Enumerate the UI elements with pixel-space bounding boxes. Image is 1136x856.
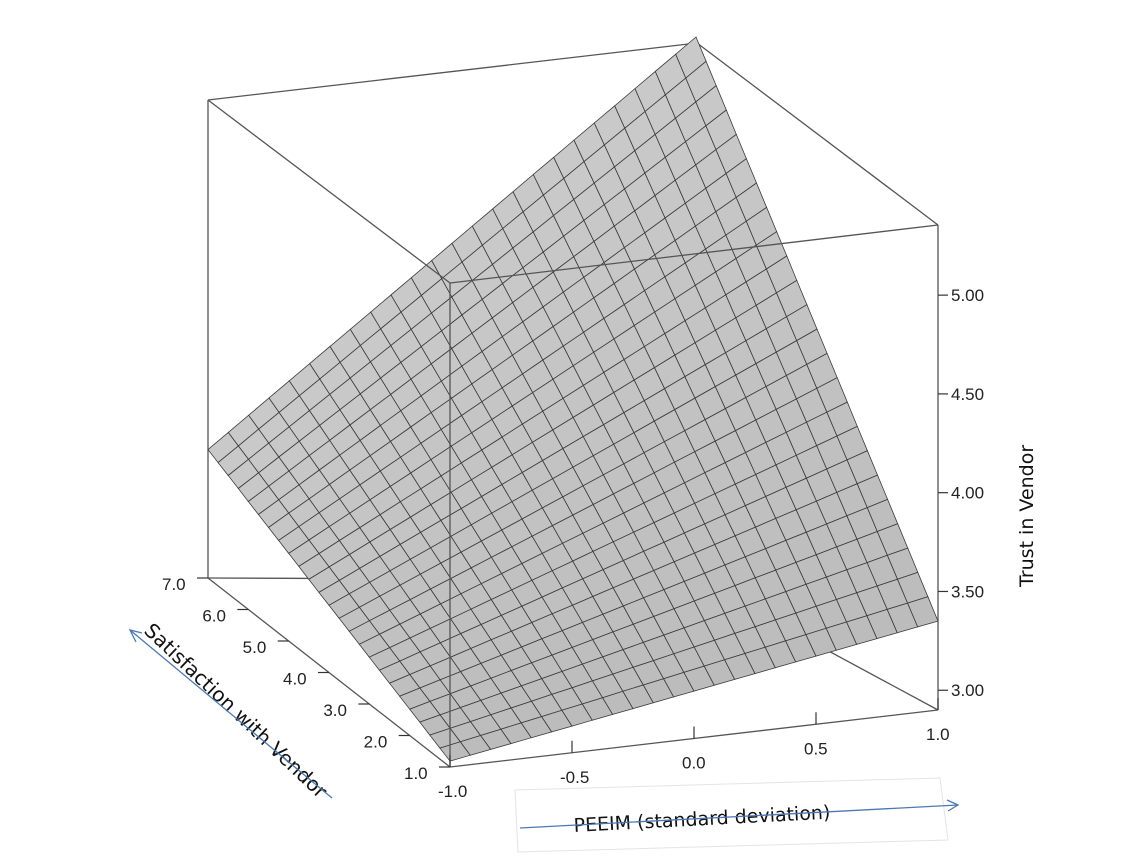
z-tick-label: 4.00 <box>951 484 984 503</box>
z-tick-label: 3.50 <box>951 582 984 601</box>
x-axis-arrow <box>519 799 960 829</box>
y-tick-label: 5.0 <box>243 638 267 657</box>
x-tick-label: -0.5 <box>560 768 589 787</box>
y-tick-label: 6.0 <box>202 607 226 626</box>
x-tick-label: 1.0 <box>926 725 950 744</box>
y-tick-label: 3.0 <box>323 701 347 720</box>
z-tick-label: 5.00 <box>951 286 984 305</box>
surface-cell <box>907 596 939 628</box>
y-tick-label: 4.0 <box>283 670 307 689</box>
z-tick-label: 4.50 <box>951 385 984 404</box>
y-axis-arrow <box>128 629 333 799</box>
y-tick-label: 1.0 <box>404 764 428 783</box>
x-tick-label: 0.0 <box>682 754 706 773</box>
x-axis: -1.0 -0.5 0.0 0.5 1.0 <box>438 698 950 801</box>
y-tick-label: 7.0 <box>162 575 186 594</box>
z-axis: 3.00 3.50 4.00 4.50 5.00 <box>938 286 984 700</box>
x-tick-label: -1.0 <box>438 782 467 801</box>
y-tick-label: 2.0 <box>364 733 388 752</box>
x-tick-label: 0.5 <box>804 739 828 758</box>
z-axis-title: Trust in Vendor <box>1016 445 1038 588</box>
surface-mesh <box>207 36 939 762</box>
label-backdrop <box>514 777 949 853</box>
y-axis: 1.0 2.0 3.0 4.0 5.0 6.0 7.0 <box>162 575 450 783</box>
z-tick-label: 3.00 <box>951 681 984 700</box>
